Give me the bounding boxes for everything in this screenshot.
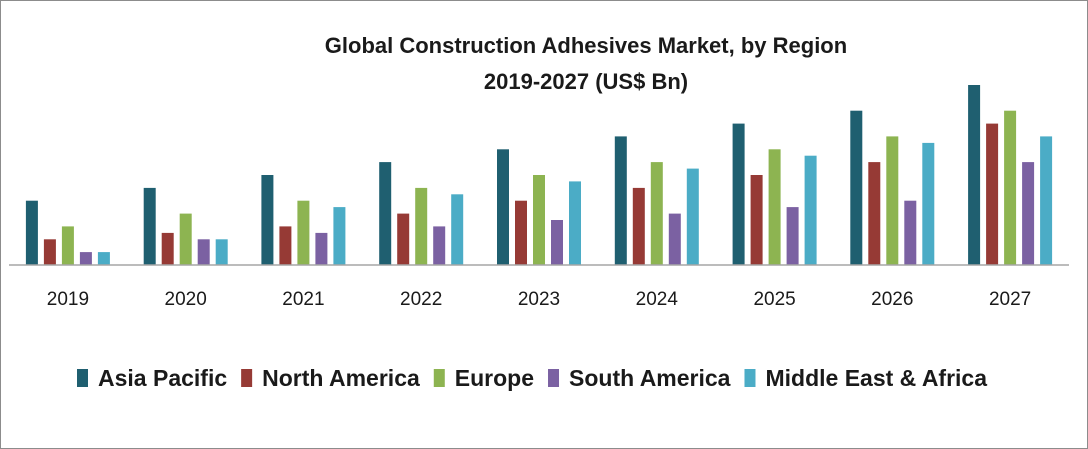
x-tick-label: 2026 (871, 289, 913, 310)
bar-asia-pacific-2019 (25, 200, 38, 265)
bar-europe-2026 (886, 136, 899, 265)
legend-swatch-asia-pacific (77, 369, 88, 387)
legend-swatch-north-america (241, 369, 253, 387)
bar-north-america-2019 (43, 239, 56, 265)
legend-swatch-south-america (548, 369, 560, 387)
bar-north-america-2027 (986, 123, 999, 265)
bar-middle-east-africa-2022 (451, 194, 464, 265)
x-tick-label: 2020 (165, 289, 207, 310)
legend-label: Middle East & Africa (765, 365, 987, 391)
legend-label: Asia Pacific (98, 365, 227, 391)
bar-asia-pacific-2023 (497, 149, 509, 265)
bar-south-america-2027 (1022, 162, 1035, 265)
bar-asia-pacific-2026 (850, 110, 863, 265)
bar-north-america-2021 (279, 226, 292, 265)
bar-south-america-2022 (433, 226, 446, 265)
bar-asia-pacific-2021 (261, 175, 274, 265)
bar-north-america-2024 (632, 187, 645, 265)
bar-europe-2023 (533, 175, 545, 265)
bar-south-america-2023 (551, 220, 563, 265)
bar-north-america-2026 (868, 162, 881, 265)
bar-europe-2027 (1004, 110, 1017, 265)
bar-south-america-2019 (79, 252, 92, 265)
bar-asia-pacific-2025 (732, 123, 745, 265)
legend-label: South America (569, 365, 731, 391)
bar-south-america-2020 (197, 239, 210, 265)
legend-label: North America (262, 365, 420, 391)
x-tick-label: 2023 (518, 289, 560, 310)
x-tick-label: 2027 (989, 289, 1031, 310)
bar-europe-2024 (650, 162, 663, 265)
bar-asia-pacific-2027 (968, 85, 981, 265)
bar-south-america-2026 (904, 200, 917, 265)
legend-label: Europe (455, 365, 534, 391)
bar-middle-east-africa-2024 (686, 168, 699, 265)
bar-middle-east-africa-2026 (922, 142, 935, 265)
x-tick-label: 2021 (282, 289, 324, 310)
bar-europe-2021 (297, 200, 310, 265)
bar-middle-east-africa-2025 (804, 155, 817, 265)
bar-europe-2020 (179, 213, 192, 265)
bar-asia-pacific-2024 (614, 136, 627, 265)
bar-south-america-2024 (668, 213, 681, 265)
bar-middle-east-africa-2023 (569, 181, 581, 265)
legend: Asia Pacific North America Europe South Ame… (77, 365, 987, 391)
bar-asia-pacific-2022 (379, 162, 392, 265)
bar-north-america-2022 (397, 213, 410, 265)
chart-subtitle: 2019-2027 (US$ Bn) (484, 69, 688, 94)
x-tick-labels: 2019 2020 2021 2022 2023 2024 2025 2026 2027 (47, 289, 1031, 310)
bar-middle-east-africa-2019 (97, 252, 110, 265)
bar-europe-2025 (768, 149, 781, 265)
bar-europe-2022 (415, 187, 428, 265)
bar-middle-east-africa-2020 (215, 239, 228, 265)
x-tick-label: 2024 (636, 289, 679, 310)
legend-swatch-middle-east-africa (744, 369, 756, 387)
x-tick-label: 2022 (400, 289, 442, 310)
legend-swatch-europe (433, 369, 445, 387)
x-tick-label: 2019 (47, 289, 89, 310)
bar-south-america-2025 (786, 207, 799, 265)
bar-middle-east-africa-2021 (333, 207, 346, 265)
bar-europe-2019 (61, 226, 74, 265)
bar-north-america-2025 (750, 175, 763, 265)
bar-middle-east-africa-2027 (1040, 136, 1053, 265)
chart-title: Global Construction Adhesives Market, by… (325, 33, 847, 58)
bars-group (25, 85, 1053, 265)
bar-north-america-2023 (515, 200, 527, 265)
bar-south-america-2021 (315, 232, 328, 265)
bar-north-america-2020 (161, 232, 174, 265)
x-tick-label: 2025 (753, 289, 795, 310)
bar-asia-pacific-2020 (143, 187, 156, 265)
